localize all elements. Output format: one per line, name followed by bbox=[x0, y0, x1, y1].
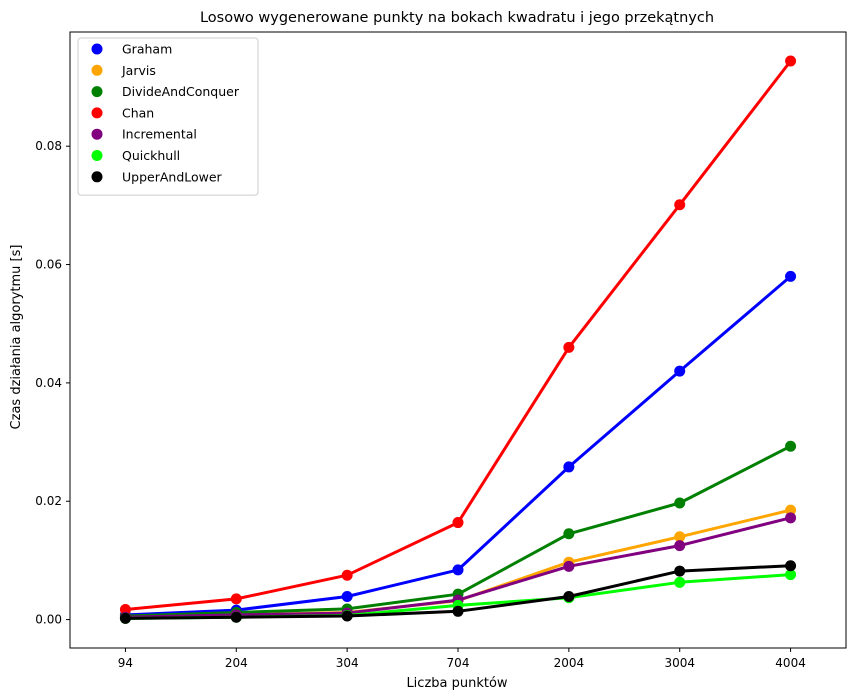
chart-title: Losowo wygenerowane punkty na bokach kwa… bbox=[200, 10, 714, 26]
y-tick-label: 0.02 bbox=[35, 494, 62, 508]
x-tick-label: 704 bbox=[447, 656, 470, 670]
data-point-quickhull bbox=[674, 576, 686, 588]
legend-marker-graham bbox=[91, 43, 103, 55]
data-point-divideandconquer bbox=[674, 497, 686, 509]
data-point-jarvis bbox=[785, 504, 797, 516]
y-tick-label: 0.08 bbox=[35, 139, 62, 153]
data-point-divideandconquer bbox=[563, 528, 575, 540]
data-point-upperandlower bbox=[341, 610, 353, 622]
x-tick-label: 204 bbox=[225, 656, 248, 670]
x-tick-label: 2004 bbox=[554, 656, 585, 670]
data-point-graham bbox=[785, 270, 797, 282]
data-point-graham bbox=[341, 591, 353, 603]
legend-label-jarvis: Jarvis bbox=[121, 63, 156, 78]
x-tick-label: 3004 bbox=[664, 656, 695, 670]
legend-marker-quickhull bbox=[91, 150, 103, 161]
legend-marker-jarvis bbox=[91, 64, 103, 76]
series-chan bbox=[119, 55, 797, 616]
data-point-incremental bbox=[563, 560, 575, 572]
y-tick-label: 0.04 bbox=[35, 376, 62, 390]
series-layer bbox=[119, 55, 797, 624]
legend-marker-incremental bbox=[91, 128, 103, 140]
y-tick-label: 0.00 bbox=[35, 613, 62, 627]
data-point-upperandlower bbox=[674, 565, 686, 577]
legend-label-chan: Chan bbox=[122, 105, 154, 120]
series-upperandlower bbox=[119, 560, 797, 624]
data-point-chan bbox=[341, 569, 353, 581]
legend-label-graham: Graham bbox=[122, 42, 172, 57]
x-axis: 94 204 304 704 2004 3004 4004 bbox=[118, 648, 806, 670]
data-point-jarvis bbox=[674, 531, 686, 543]
legend-marker-chan bbox=[91, 107, 103, 119]
data-point-incremental bbox=[785, 512, 797, 524]
data-point-graham bbox=[452, 564, 464, 576]
x-tick-label: 4004 bbox=[775, 656, 806, 670]
data-point-upperandlower bbox=[452, 605, 464, 617]
legend: Graham Jarvis DivideAndConquer Chan Incremen… bbox=[77, 37, 259, 196]
data-point-incremental bbox=[674, 540, 686, 552]
data-point-upperandlower bbox=[119, 612, 131, 624]
data-point-chan bbox=[119, 604, 131, 616]
y-tick-label: 0.06 bbox=[35, 258, 62, 272]
data-point-chan bbox=[230, 593, 242, 605]
data-point-graham bbox=[674, 365, 686, 377]
legend-box bbox=[77, 37, 259, 196]
data-point-upperandlower bbox=[230, 611, 242, 623]
data-point-quickhull bbox=[785, 569, 797, 581]
legend-marker-upperandlower bbox=[91, 171, 103, 183]
legend-label-quickhull: Quickhull bbox=[122, 148, 180, 163]
data-point-graham bbox=[563, 461, 575, 473]
x-tick-label: 94 bbox=[118, 656, 133, 670]
legend-marker-divideandconquer bbox=[91, 86, 103, 98]
data-point-chan bbox=[452, 517, 464, 529]
legend-label-divideandconquer: DivideAndConquer bbox=[122, 84, 240, 99]
y-axis-label: Czas działania algorytmu [s] bbox=[9, 245, 24, 430]
data-point-upperandlower bbox=[563, 591, 575, 603]
data-point-chan bbox=[785, 55, 797, 67]
data-point-chan bbox=[563, 341, 575, 353]
x-axis-label: Liczba punktów bbox=[406, 676, 507, 691]
data-point-divideandconquer bbox=[785, 440, 797, 452]
legend-label-incremental: Incremental bbox=[122, 127, 197, 142]
data-point-chan bbox=[674, 199, 686, 211]
x-tick-label: 304 bbox=[336, 656, 359, 670]
y-axis: 0.00 0.02 0.04 0.06 0.08 bbox=[35, 139, 70, 627]
data-point-upperandlower bbox=[785, 560, 797, 572]
legend-label-upperandlower: UpperAndLower bbox=[122, 169, 223, 184]
